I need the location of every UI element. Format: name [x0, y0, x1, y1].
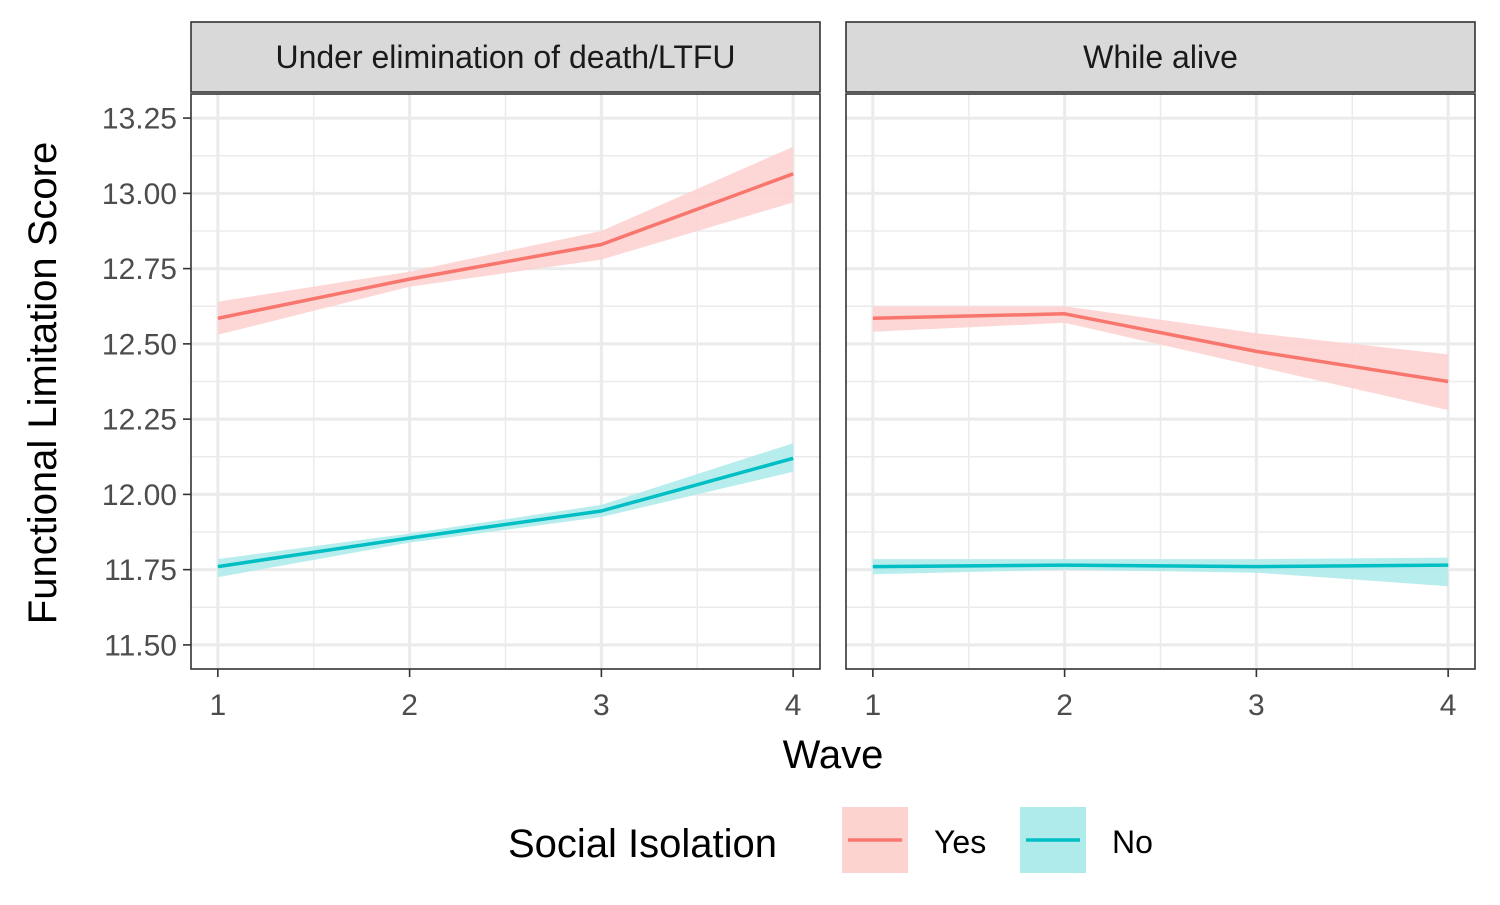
x-tick-label: 3 — [593, 689, 610, 722]
legend-title: Social Isolation — [508, 822, 777, 866]
y-axis-title: Functional Limitation Score — [21, 142, 65, 624]
x-tick-label: 4 — [785, 689, 802, 722]
x-tick-label: 4 — [1440, 689, 1457, 722]
y-tick-label: 13.00 — [102, 178, 177, 211]
x-tick-label: 2 — [1056, 689, 1073, 722]
facet-strip-label: Under elimination of death/LTFU — [275, 39, 735, 75]
x-axis-title: Wave — [783, 733, 884, 777]
series-line-no — [872, 563, 1449, 569]
series-line-yes — [217, 172, 794, 321]
y-tick-label: 12.50 — [102, 328, 177, 361]
series-line-yes — [872, 312, 1449, 384]
series-line-no — [217, 456, 794, 569]
y-axis: 11.50 11.75 12.00 12.25 12.50 12.75 13.00 13.25 — [102, 103, 191, 662]
y-tick-label: 12.25 — [102, 404, 177, 437]
y-tick-label: 12.00 — [102, 479, 177, 512]
x-tick-label: 2 — [401, 689, 418, 722]
y-tick-label: 12.75 — [102, 253, 177, 286]
legend-key-yes — [842, 807, 908, 873]
y-tick-label: 11.75 — [104, 554, 177, 587]
panel-border — [190, 93, 821, 670]
y-tick-label: 11.50 — [104, 629, 177, 662]
y-tick-label: 13.25 — [102, 103, 177, 136]
legend-label-yes: Yes — [934, 824, 986, 860]
facet-panel-2: While alive 1 2 3 4 — [845, 21, 1476, 722]
facet-panel-1: Under elimination of death/LTFU 1 2 3 4 — [190, 21, 821, 722]
facet-strip — [845, 21, 1476, 93]
x-tick-label: 3 — [1248, 689, 1265, 722]
legend-key-no — [1020, 807, 1086, 873]
x-tick-label: 1 — [865, 689, 882, 722]
facet-strip-label: While alive — [1083, 39, 1238, 75]
legend: Social Isolation Yes No — [508, 807, 1153, 873]
legend-label-no: No — [1112, 824, 1153, 860]
x-tick-label: 1 — [210, 689, 227, 722]
panel-border — [845, 93, 1476, 670]
facet-strip — [190, 21, 821, 93]
